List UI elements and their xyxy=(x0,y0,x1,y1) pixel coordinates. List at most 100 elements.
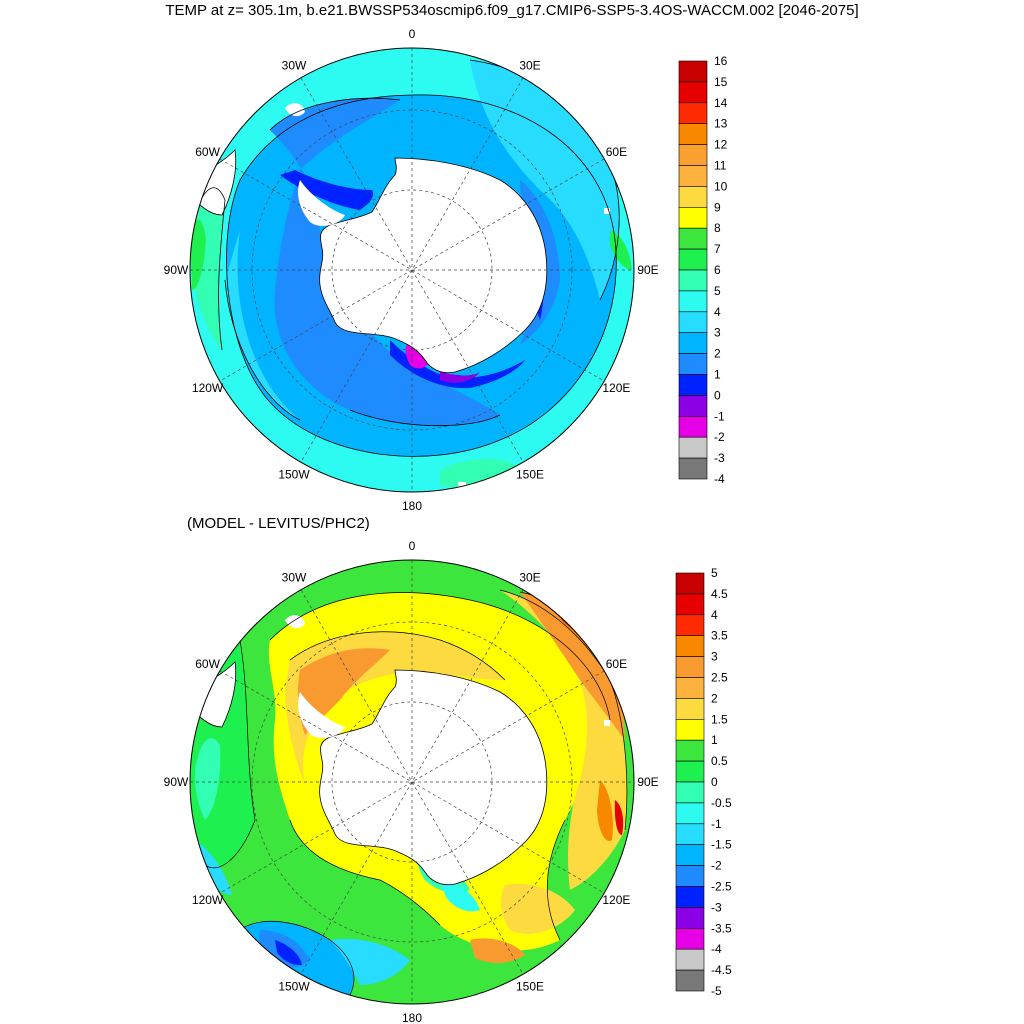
bottom-map-graticule xyxy=(190,560,634,1004)
colorbar-tick-label: 1 xyxy=(714,368,721,382)
colorbar-swatch xyxy=(675,907,705,929)
longitude-label: 30W xyxy=(282,59,307,73)
colorbar-swatch xyxy=(678,81,708,104)
longitude-label: 150E xyxy=(516,467,544,481)
colorbar-swatch xyxy=(675,677,705,699)
colorbar-tick-label: 11 xyxy=(714,159,727,173)
colorbar-swatch xyxy=(675,698,705,720)
longitude-label: 150W xyxy=(278,979,310,993)
colorbar-swatch xyxy=(675,739,705,762)
colorbar-tick-label: 8 xyxy=(714,221,721,235)
colorbar-tick-label: 5 xyxy=(714,284,721,298)
colorbar-swatch xyxy=(675,886,705,908)
colorbar-swatch xyxy=(678,311,708,333)
colorbar-swatch xyxy=(675,927,705,950)
longitude-label: 180 xyxy=(402,499,422,513)
colorbar-tick-label: 9 xyxy=(714,200,721,214)
colorbar-tick-label: -3 xyxy=(714,451,725,465)
colorbar-tick-label: 14 xyxy=(714,96,728,110)
colorbar-swatch xyxy=(675,593,705,616)
longitude-label: 120E xyxy=(602,381,630,395)
colorbar-swatch xyxy=(675,865,705,887)
longitude-label: 120E xyxy=(602,893,630,907)
colorbar-tick-label: 16 xyxy=(714,54,728,68)
colorbar-swatch xyxy=(678,269,708,292)
colorbar-tick-label: 0 xyxy=(711,775,718,789)
longitude-label: 180 xyxy=(402,1011,422,1024)
colorbar-tick-label: 4.5 xyxy=(711,587,728,601)
top-map-longitude-labels: 0 30E 60E 90E 120E 150E 180 150W 120W 90W 60W 30W xyxy=(164,27,659,513)
colorbar-tick-label: -1 xyxy=(711,817,722,831)
top-map-fill xyxy=(190,48,634,492)
bottom-map-longitude-labels: 0 30E 60E 90E 120E 150E 180 150W 120W 90W 60W 30W xyxy=(164,539,659,1024)
colorbar-swatch xyxy=(675,760,705,783)
colorbar-tick-label: 10 xyxy=(714,179,728,193)
colorbar-tick-label: -2 xyxy=(714,430,725,444)
longitude-label: 90W xyxy=(164,263,189,277)
colorbar-swatch xyxy=(675,781,705,804)
colorbar-swatch xyxy=(678,353,708,375)
colorbar-tick-label: -2.5 xyxy=(711,880,732,894)
longitude-label: 60W xyxy=(195,145,220,159)
longitude-label: 90W xyxy=(164,775,189,789)
colorbar-tick-label: 4 xyxy=(714,305,721,319)
colorbar-swatch xyxy=(678,395,708,417)
colorbar-swatch xyxy=(675,718,705,741)
colorbar-tick-label: -1.5 xyxy=(711,838,732,852)
colorbar-tick-label: -4.5 xyxy=(711,963,732,977)
colorbar-swatch xyxy=(675,656,705,678)
colorbar-tick-label: 1 xyxy=(711,733,718,747)
colorbar-tick-label: -3 xyxy=(711,900,722,914)
colorbar-tick-label: -3.5 xyxy=(711,921,732,935)
colorbar-swatch xyxy=(675,844,705,866)
colorbar-tick-label: 15 xyxy=(714,75,728,89)
colorbar-tick-label: 4 xyxy=(711,608,718,622)
colorbar-tick-label: 0 xyxy=(714,388,721,402)
bottom-map: 0 30E 60E 90E 120E 150E 180 150W 120W 90W 60W 30W 5… xyxy=(164,539,732,1024)
top-map: 0 30E 60E 90E 120E 150E 180 150W 120W 90W 60W 30W 1… xyxy=(164,27,728,513)
colorbar-swatch xyxy=(678,102,708,125)
colorbar-swatch xyxy=(675,802,705,825)
colorbar-tick-label: -2 xyxy=(711,859,722,873)
colorbar-tick-label: 1.5 xyxy=(711,712,728,726)
longitude-label: 60E xyxy=(606,145,627,159)
colorbar-swatch xyxy=(678,374,708,396)
longitude-label: 0 xyxy=(409,539,416,553)
colorbar-swatch xyxy=(678,227,708,250)
colorbar-swatch xyxy=(678,207,708,229)
top-map-graticule xyxy=(190,48,634,492)
colorbar-swatch xyxy=(675,948,705,971)
longitude-label: 30E xyxy=(519,59,540,73)
colorbar-tick-label: 3 xyxy=(711,650,718,664)
colorbar-swatch xyxy=(678,436,708,459)
longitude-label: 60E xyxy=(606,657,627,671)
colorbar-swatch xyxy=(678,165,708,187)
longitude-label: 30E xyxy=(519,571,540,585)
colorbar-swatch xyxy=(675,614,705,636)
colorbar-tick-label: 7 xyxy=(714,242,721,256)
longitude-label: 120W xyxy=(192,381,224,395)
bottom-map-subtitle: (MODEL - LEVITUS/PHC2) xyxy=(187,515,370,532)
colorbar-swatch xyxy=(678,60,708,83)
colorbar-tick-label: -5 xyxy=(711,984,722,998)
colorbar-tick-label: 2 xyxy=(711,691,718,705)
longitude-label: 90E xyxy=(637,263,658,277)
colorbar-tick-label: 13 xyxy=(714,117,728,131)
figure-title: TEMP at z= 305.1m, b.e21.BWSSP534oscmip6… xyxy=(165,2,859,19)
colorbar-tick-label: -4 xyxy=(714,472,725,486)
longitude-label: 120W xyxy=(192,893,224,907)
bottom-map-colorbar: 5 4.5 4 3.5 3 2.5 2 1.5 1 0.5 0 -0.5 -1 -1.5 -2 -2.5 -3 -… xyxy=(675,566,732,998)
bottom-map-boundary xyxy=(189,559,635,1005)
longitude-label: 60W xyxy=(195,657,220,671)
colorbar-tick-label: 2.5 xyxy=(711,671,728,685)
longitude-label: 30W xyxy=(282,571,307,585)
colorbar-tick-label: 2 xyxy=(714,347,721,361)
longitude-label: 90E xyxy=(637,775,658,789)
colorbar-swatch xyxy=(678,123,708,145)
colorbar-swatch xyxy=(678,332,708,354)
colorbar-tick-label: -4 xyxy=(711,942,722,956)
colorbar-swatch xyxy=(678,248,708,271)
colorbar-swatch xyxy=(675,572,705,595)
longitude-label: 150W xyxy=(278,467,310,481)
